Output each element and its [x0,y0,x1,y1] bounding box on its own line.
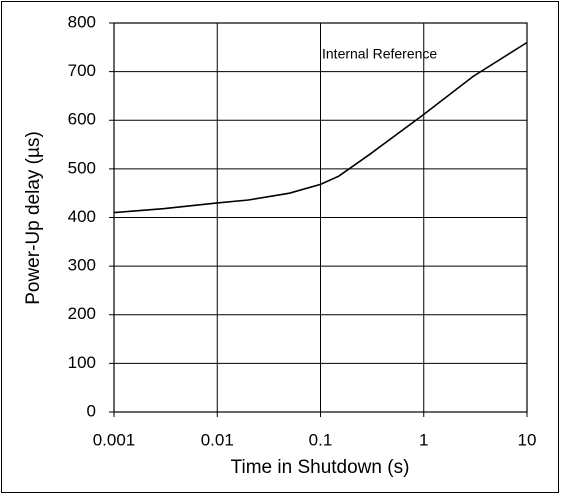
annotation: Internal Reference [322,46,437,62]
x-axis-title: Time in Shutdown (s) [231,457,410,478]
frame [1,1,559,493]
plot-border [113,22,528,413]
y-tick-label: 500 [68,158,96,177]
y-tick-label: 200 [68,304,96,323]
y-tick-label: 700 [68,61,96,80]
y-tick-label: 0 [87,401,96,420]
x-tick-label: 1 [419,430,428,449]
y-tick-label: 800 [68,12,96,31]
x-tick-label: 0.1 [309,430,333,449]
x-tick-label: 0.001 [93,430,136,449]
x-tick-label: 0.01 [201,430,234,449]
y-tick-label: 600 [68,110,96,129]
line-series [113,41,528,214]
y-tick-label: 300 [68,256,96,275]
y-tick-label: 400 [68,207,96,226]
y-tick-label: 100 [68,353,96,372]
y-axis-title: Power-Up delay (µs) [23,131,44,305]
x-tick-label: 10 [518,430,537,449]
